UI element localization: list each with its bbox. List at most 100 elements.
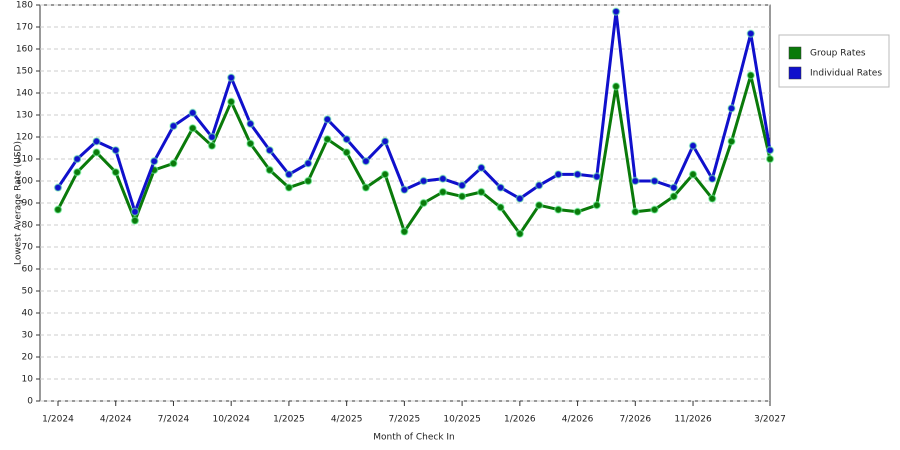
data-point [419,198,428,208]
data-point [765,145,775,155]
data-point [592,172,602,181]
data-point [53,183,63,192]
y-tick-label: 10 [22,375,34,385]
y-tick-label: 40 [22,309,34,319]
data-point [72,154,82,164]
data-point [342,148,351,157]
y-tick-label: 60 [22,265,34,275]
y-axis-label: Lowest Average Rate (USD) [14,141,24,265]
x-tick-label: 7/2025 [389,415,421,425]
x-tick-label: 10/2025 [443,415,480,425]
data-point [361,183,371,192]
legend-swatch [788,46,802,60]
data-point [631,207,640,217]
data-point [226,73,236,82]
data-point [207,132,217,142]
data-point [246,119,255,129]
data-point [669,192,679,201]
data-point [361,156,371,166]
y-tick-label: 100 [16,177,33,187]
data-point [323,115,332,124]
data-point [265,145,274,155]
data-point [323,134,332,144]
data-point [611,7,621,16]
data-point [496,203,505,212]
data-point [207,141,217,151]
data-point [746,29,756,38]
y-tick-label: 90 [22,199,34,209]
data-point [650,205,659,214]
data-point [284,170,294,179]
data-point [419,176,428,186]
data-point [169,121,178,131]
data-point [72,167,82,177]
y-tick-label: 140 [16,89,33,99]
y-tick-label: 110 [16,155,33,165]
x-tick-label: 1/2024 [42,415,74,425]
legend-label: Group Rates [810,49,866,59]
y-tick-label: 170 [16,23,33,33]
data-point [188,123,197,133]
data-point [650,176,659,186]
data-point [669,183,679,192]
legend-swatch [788,66,802,80]
data-point [746,71,756,80]
x-tick-label: 1/2025 [273,415,305,425]
data-point [342,134,351,144]
data-point [130,207,140,217]
x-tick-label: 4/2024 [100,415,132,425]
data-point [477,187,486,197]
y-tick-label: 70 [22,243,34,253]
y-tick-label: 120 [16,133,33,143]
x-tick-label: 3/2027 [754,415,786,425]
x-tick-label: 1/2026 [504,415,536,425]
data-point [111,145,120,155]
data-point [284,183,294,192]
data-point [53,205,63,214]
data-point [477,163,486,173]
data-point [611,82,621,91]
data-point [515,194,525,203]
data-point [534,181,544,190]
data-point [169,159,178,168]
y-tick-label: 20 [22,353,34,363]
data-point [688,141,698,151]
data-point [188,108,197,118]
data-point [515,229,525,239]
data-point [246,139,255,148]
data-point [688,170,698,179]
data-point [457,181,467,190]
x-tick-label: 7/2024 [158,415,190,425]
data-point [573,207,582,217]
x-tick-label: 4/2025 [331,415,363,425]
data-point [226,97,236,107]
data-point [727,137,736,146]
data-point [380,170,390,179]
data-point [592,200,602,210]
x-tick-label: 4/2026 [562,415,594,425]
x-tick-label: 10/2024 [212,415,250,425]
data-point [92,148,101,157]
y-tick-label: 130 [16,111,33,121]
data-point [631,176,640,186]
data-point [438,174,448,184]
data-point [708,174,717,184]
data-point [149,156,159,166]
legend-label: Individual Rates [810,69,882,79]
y-tick-label: 50 [22,287,34,297]
y-tick-label: 80 [22,221,34,231]
data-point [496,183,505,192]
data-point [727,104,736,113]
x-tick-label: 11/2026 [674,415,712,425]
data-point [765,154,775,164]
x-axis-label: Month of Check In [373,433,455,443]
data-point [400,227,409,236]
data-point [534,200,544,210]
data-point [380,137,390,146]
data-point [303,176,313,186]
y-tick-label: 30 [22,331,34,341]
data-point [554,170,563,179]
data-point [457,192,467,201]
